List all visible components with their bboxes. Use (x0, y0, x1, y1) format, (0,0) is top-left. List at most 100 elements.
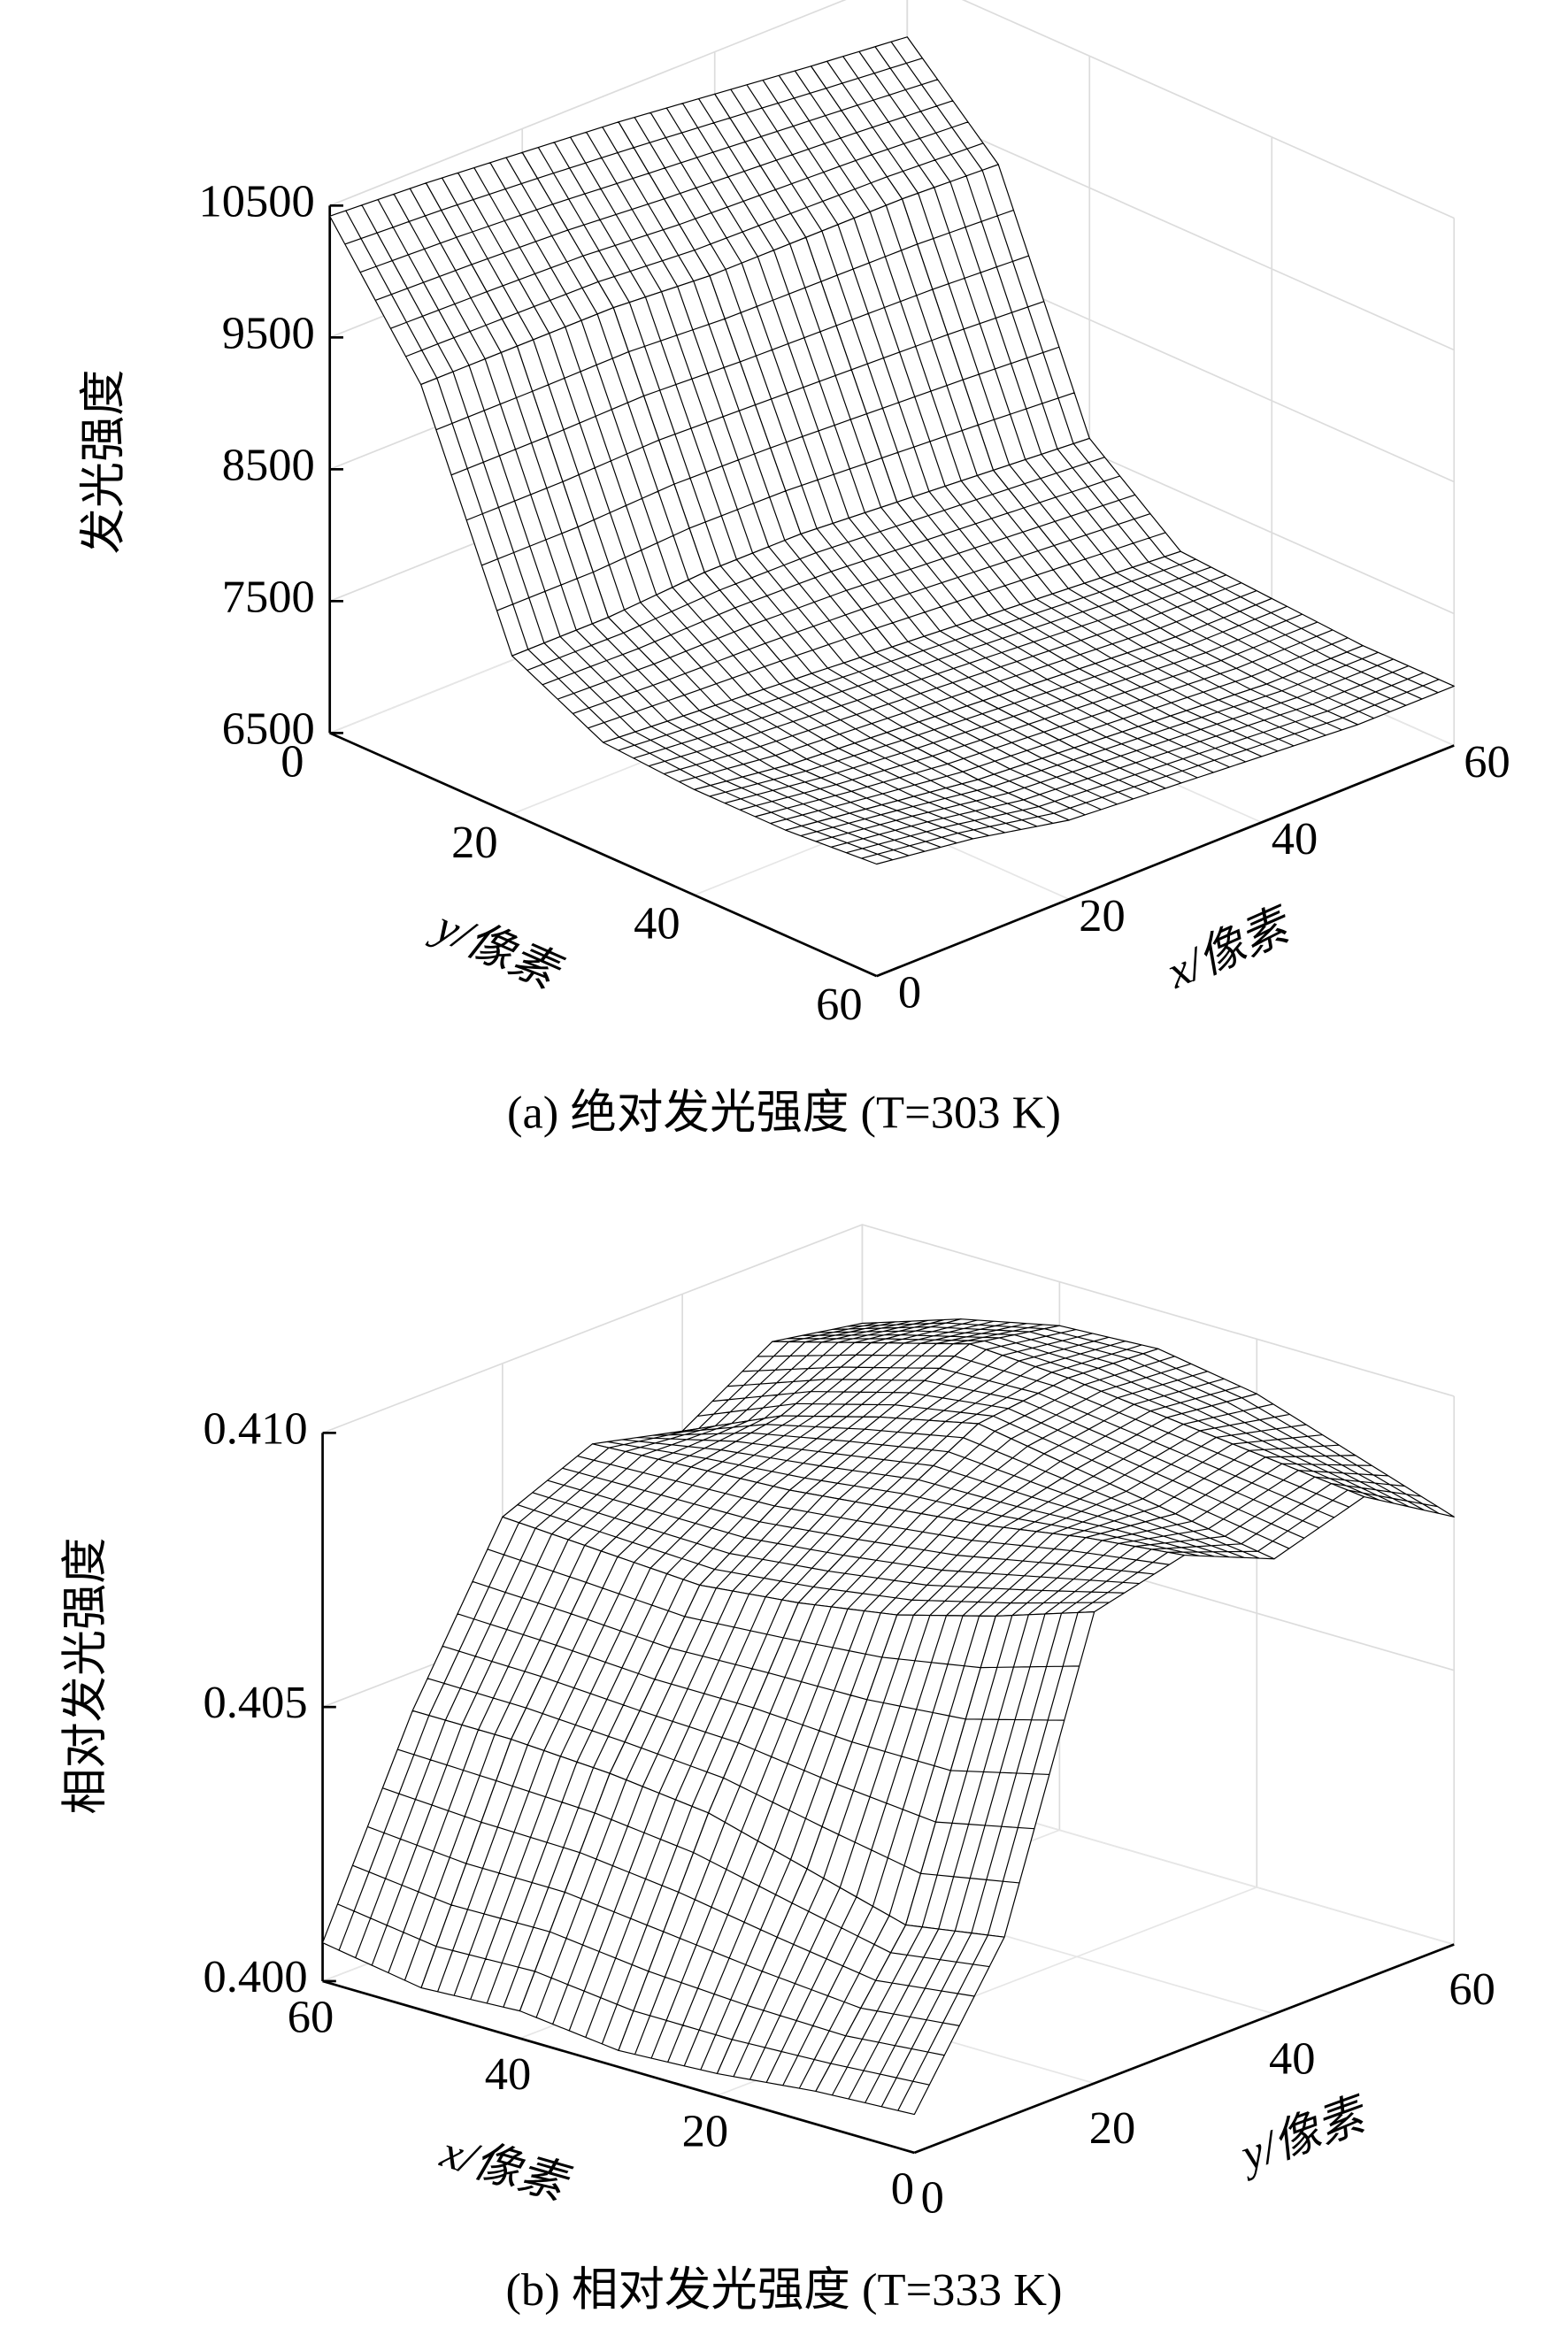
surface-patch (988, 582, 1177, 670)
y-axis (329, 732, 878, 978)
surface-patch (1174, 1456, 1365, 1560)
surface-patch (420, 345, 610, 657)
surface-patch (901, 164, 1090, 472)
surface-patch (772, 1318, 962, 1344)
surface-patch (1170, 683, 1359, 757)
z-tick-label: 0.405 (203, 1677, 307, 1728)
surface-patch (896, 1525, 1087, 1618)
surface-patch (888, 1423, 1078, 1526)
surface-patch (977, 747, 1166, 821)
surface-patch (977, 1377, 1168, 1470)
x-tick-label: 20 (682, 2106, 729, 2157)
surface-patch (904, 1611, 1095, 1938)
surface-chart: 0.400 0.405 0.410 0 20 40 60 0 20 40 60 x/像素 y/像素 相对发… (60, 1224, 1495, 2316)
z-tick-label: 9500 (222, 307, 315, 358)
surface-patch (1174, 597, 1364, 685)
surface-patch (709, 236, 898, 534)
x-axis (322, 1979, 915, 2155)
surface-patch (521, 121, 711, 309)
surface-patch (788, 1416, 980, 1509)
y-axis (913, 1943, 1455, 2155)
surface-patch (699, 1489, 889, 1603)
surface-patch (870, 1318, 1060, 1345)
surface-patch (607, 572, 796, 711)
surface-patch (795, 646, 984, 734)
surface-patch (681, 1341, 872, 1432)
z-axis-title: 相对发光强度 (60, 1538, 111, 1815)
surface-patch (425, 151, 614, 347)
surface-patch (603, 710, 792, 790)
x-axis (876, 744, 1455, 978)
surface-patch (880, 779, 1070, 840)
surface-patch (891, 614, 1080, 702)
surface-patch (698, 678, 888, 765)
z-tick-label: 8500 (222, 439, 315, 490)
y-axis-title: y/像素 (1230, 2088, 1375, 2183)
surface-patch (600, 1466, 791, 1587)
z-tick-label: 0.410 (203, 1402, 307, 1454)
surface-patch (502, 1443, 692, 1552)
surface-patch (810, 36, 999, 200)
surface-patch (321, 1710, 512, 1989)
surface-chart: 6500 7500 8500 9500 10500 0 20 40 60 0 20 40 60 x/像素 y… (78, 0, 1510, 1139)
y-tick-label: 20 (1089, 2102, 1136, 2154)
x-tick-label: 60 (1464, 736, 1510, 788)
surface-patch (806, 1614, 996, 1926)
surface-patch (618, 93, 807, 277)
surface-patch (879, 1343, 1069, 1425)
surface-patch (992, 437, 1181, 584)
surface-patch (982, 668, 1172, 749)
surface-patch (815, 1924, 1005, 2116)
y-tick-label: 60 (816, 979, 863, 1030)
x-axis-title: x/像素 (1158, 898, 1300, 998)
z-tick-label: 6500 (222, 703, 315, 754)
y-tick-label: 60 (1449, 1963, 1495, 2015)
surface-patch (1067, 1348, 1257, 1418)
surface-patch (969, 1325, 1159, 1379)
surface-patch (519, 1772, 710, 2051)
y-axis-title: y/像素 (424, 899, 569, 1001)
x-axis-title: x/像素 (434, 2125, 576, 2211)
surface-patch (886, 700, 1075, 780)
y-tick-label: 0 (281, 736, 304, 788)
surface-patch (690, 1415, 880, 1491)
y-tick-label: 20 (451, 817, 498, 868)
surface-patch (609, 1584, 799, 1814)
surface-patch (1166, 1393, 1357, 1458)
surface-patch (714, 65, 903, 238)
y-tick-label: 40 (634, 898, 680, 949)
x-tick-label: 0 (898, 967, 921, 1018)
surface-patch (511, 1550, 701, 1774)
surface-patch (1085, 1513, 1275, 1560)
surface-patch (716, 1868, 907, 2092)
y-tick-label: 40 (1269, 2033, 1316, 2085)
z-axis-title: 发光强度 (78, 370, 129, 555)
surface-patch (789, 732, 979, 806)
surface-patch (516, 307, 705, 619)
surface-patch (420, 1739, 611, 2012)
x-tick-label: 20 (1079, 890, 1126, 941)
caption: (a) 绝对发光强度 (T=303 K) (507, 1087, 1061, 1139)
x-tick-label: 60 (288, 1992, 334, 2043)
surface-patch (329, 182, 519, 386)
caption: (b) 相对发光强度 (T=333 K) (506, 2264, 1063, 2316)
surface-patch (591, 1415, 782, 1468)
z-tick-label: 0.400 (203, 1951, 307, 2002)
surface-patch (780, 1341, 971, 1418)
x-tick-label: 40 (1272, 813, 1318, 864)
surface-patch (694, 764, 883, 831)
surface-patch (708, 1602, 898, 1870)
surface-patch (797, 1507, 988, 1616)
surface-patch (612, 275, 802, 573)
surface-patch (896, 469, 1086, 616)
surface-patch (785, 804, 974, 865)
surface-patch (703, 533, 893, 680)
surface-patch (411, 1516, 602, 1740)
surface-patch (800, 501, 989, 648)
x-tick-label: 40 (485, 2048, 532, 2100)
surface-patch (986, 1468, 1177, 1539)
y-tick-label: 0 (921, 2172, 944, 2224)
surface-patch (1079, 636, 1268, 717)
surface-patch (995, 1537, 1185, 1618)
